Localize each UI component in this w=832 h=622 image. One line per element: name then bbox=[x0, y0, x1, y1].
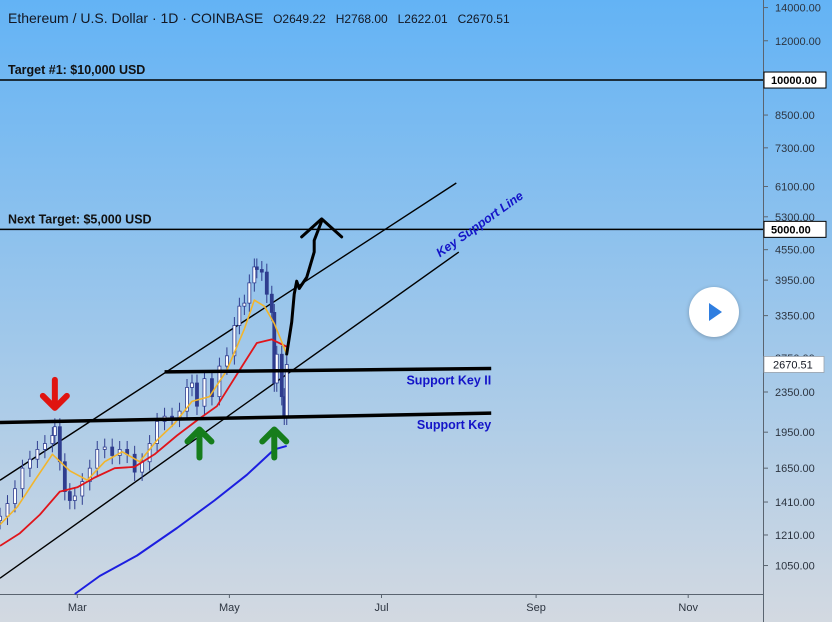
candle-body bbox=[72, 495, 77, 501]
support-line bbox=[164, 366, 492, 374]
candle-body bbox=[264, 271, 269, 295]
play-icon bbox=[709, 303, 722, 321]
price-tick-label: 3350.00 bbox=[775, 311, 815, 323]
price-tick-label: 2350.00 bbox=[775, 387, 815, 399]
ohlc-low: L2622.01 bbox=[397, 12, 448, 26]
price-tick-label: 1950.00 bbox=[775, 427, 815, 439]
ohlc-close: C2670.51 bbox=[457, 12, 510, 26]
price-tick-label: 7300.00 bbox=[775, 143, 815, 155]
candle-body bbox=[147, 443, 152, 463]
candle-body bbox=[67, 491, 72, 501]
ohlc-open: O2649.22 bbox=[273, 12, 326, 26]
target-level-value: 10000.00 bbox=[771, 75, 817, 87]
candle-body bbox=[225, 355, 229, 367]
candle-body bbox=[195, 382, 199, 407]
candle-body bbox=[185, 387, 189, 412]
price-tick-label: 8500.00 bbox=[775, 110, 815, 122]
candle-body bbox=[102, 446, 107, 450]
price-tick-label: 1050.00 bbox=[775, 561, 815, 573]
last-price-tag bbox=[763, 356, 825, 373]
time-tick-label: Jul bbox=[374, 602, 388, 614]
support-label: Support Key bbox=[417, 418, 491, 432]
candle-body bbox=[110, 446, 115, 456]
ma-mid-line bbox=[0, 338, 288, 547]
price-tick-label: 14000.00 bbox=[775, 3, 821, 15]
target-annotation: Target #1: $10,000 USD bbox=[8, 63, 145, 77]
candle-body bbox=[28, 458, 32, 469]
candle-body bbox=[0, 515, 2, 521]
time-tick-label: May bbox=[219, 602, 240, 614]
time-axis[interactable]: Mar May Jul Sep Nov bbox=[0, 594, 763, 614]
projection-line bbox=[285, 219, 324, 356]
candle-body bbox=[272, 312, 277, 384]
last-price-value: 2670.51 bbox=[773, 359, 813, 371]
price-tick-label: 6100.00 bbox=[775, 182, 815, 194]
candle-body bbox=[132, 453, 137, 473]
candle-body bbox=[52, 426, 57, 436]
price-tick-label: 12000.00 bbox=[775, 36, 821, 48]
signal-arrows bbox=[39, 376, 290, 461]
candle-body bbox=[237, 305, 242, 326]
price-tick-label: 5300.00 bbox=[775, 212, 815, 224]
channel-line-lower bbox=[0, 251, 460, 579]
play-button[interactable] bbox=[689, 287, 739, 337]
candle-body bbox=[42, 443, 47, 450]
candle-body bbox=[13, 488, 17, 504]
price-tick-label: 3950.00 bbox=[775, 275, 815, 287]
ohlc-high: H2768.00 bbox=[335, 12, 388, 26]
price-tick-label: 4550.00 bbox=[775, 245, 815, 257]
candle-body bbox=[35, 449, 40, 460]
trend-channel bbox=[0, 182, 460, 579]
candle-body bbox=[247, 282, 252, 304]
horizontal-levels: 10000.00 5000.00 bbox=[0, 71, 827, 238]
support-lines bbox=[0, 366, 492, 425]
candle-body bbox=[20, 467, 25, 490]
candle-body bbox=[242, 302, 247, 307]
time-tick-label: Mar bbox=[68, 602, 87, 614]
candle-body bbox=[190, 382, 194, 388]
arrow-up-head bbox=[259, 426, 290, 445]
price-tick-label: 1410.00 bbox=[775, 497, 815, 509]
channel-line-upper bbox=[0, 182, 457, 481]
candle-body bbox=[274, 353, 279, 384]
support-line bbox=[0, 411, 492, 425]
price-tick-label: 1210.00 bbox=[775, 530, 815, 542]
time-tick-label: Nov bbox=[678, 602, 698, 614]
candle-body bbox=[5, 503, 10, 517]
candle-body bbox=[50, 435, 55, 444]
candle-body bbox=[210, 378, 214, 398]
symbol-legend[interactable]: Ethereum / U.S. Dollar · 1D · COINBASE O… bbox=[8, 10, 510, 26]
candle-body bbox=[279, 353, 284, 398]
candle-body bbox=[259, 269, 264, 273]
target-level-tag bbox=[763, 220, 827, 238]
candle-body bbox=[232, 325, 237, 357]
moving-averages bbox=[0, 299, 288, 595]
arrow-up-head bbox=[184, 426, 215, 445]
candle-body bbox=[57, 426, 62, 463]
projection-path bbox=[285, 217, 344, 356]
candle-body bbox=[252, 266, 257, 284]
candle-body bbox=[254, 266, 259, 270]
candle-body bbox=[62, 461, 67, 492]
ma-slow-line bbox=[74, 444, 287, 595]
candle-body bbox=[202, 378, 207, 407]
candle-body bbox=[95, 449, 100, 469]
target-level-tag bbox=[763, 71, 827, 89]
candle-body bbox=[155, 421, 159, 444]
target-annotation: Next Target: $5,000 USD bbox=[8, 212, 152, 226]
symbol-title: Ethereum / U.S. Dollar · 1D · COINBASE bbox=[8, 10, 264, 26]
projection-arrowhead bbox=[300, 217, 344, 239]
price-tick-label: 1650.00 bbox=[775, 463, 815, 475]
ma-fast-line bbox=[0, 299, 288, 526]
target-level-value: 5000.00 bbox=[771, 224, 811, 236]
support-label: Support Key II bbox=[406, 374, 491, 388]
time-tick-label: Sep bbox=[526, 602, 546, 614]
arrow-down-head bbox=[39, 392, 70, 411]
candle-body bbox=[80, 481, 85, 497]
candle-body bbox=[269, 293, 274, 313]
